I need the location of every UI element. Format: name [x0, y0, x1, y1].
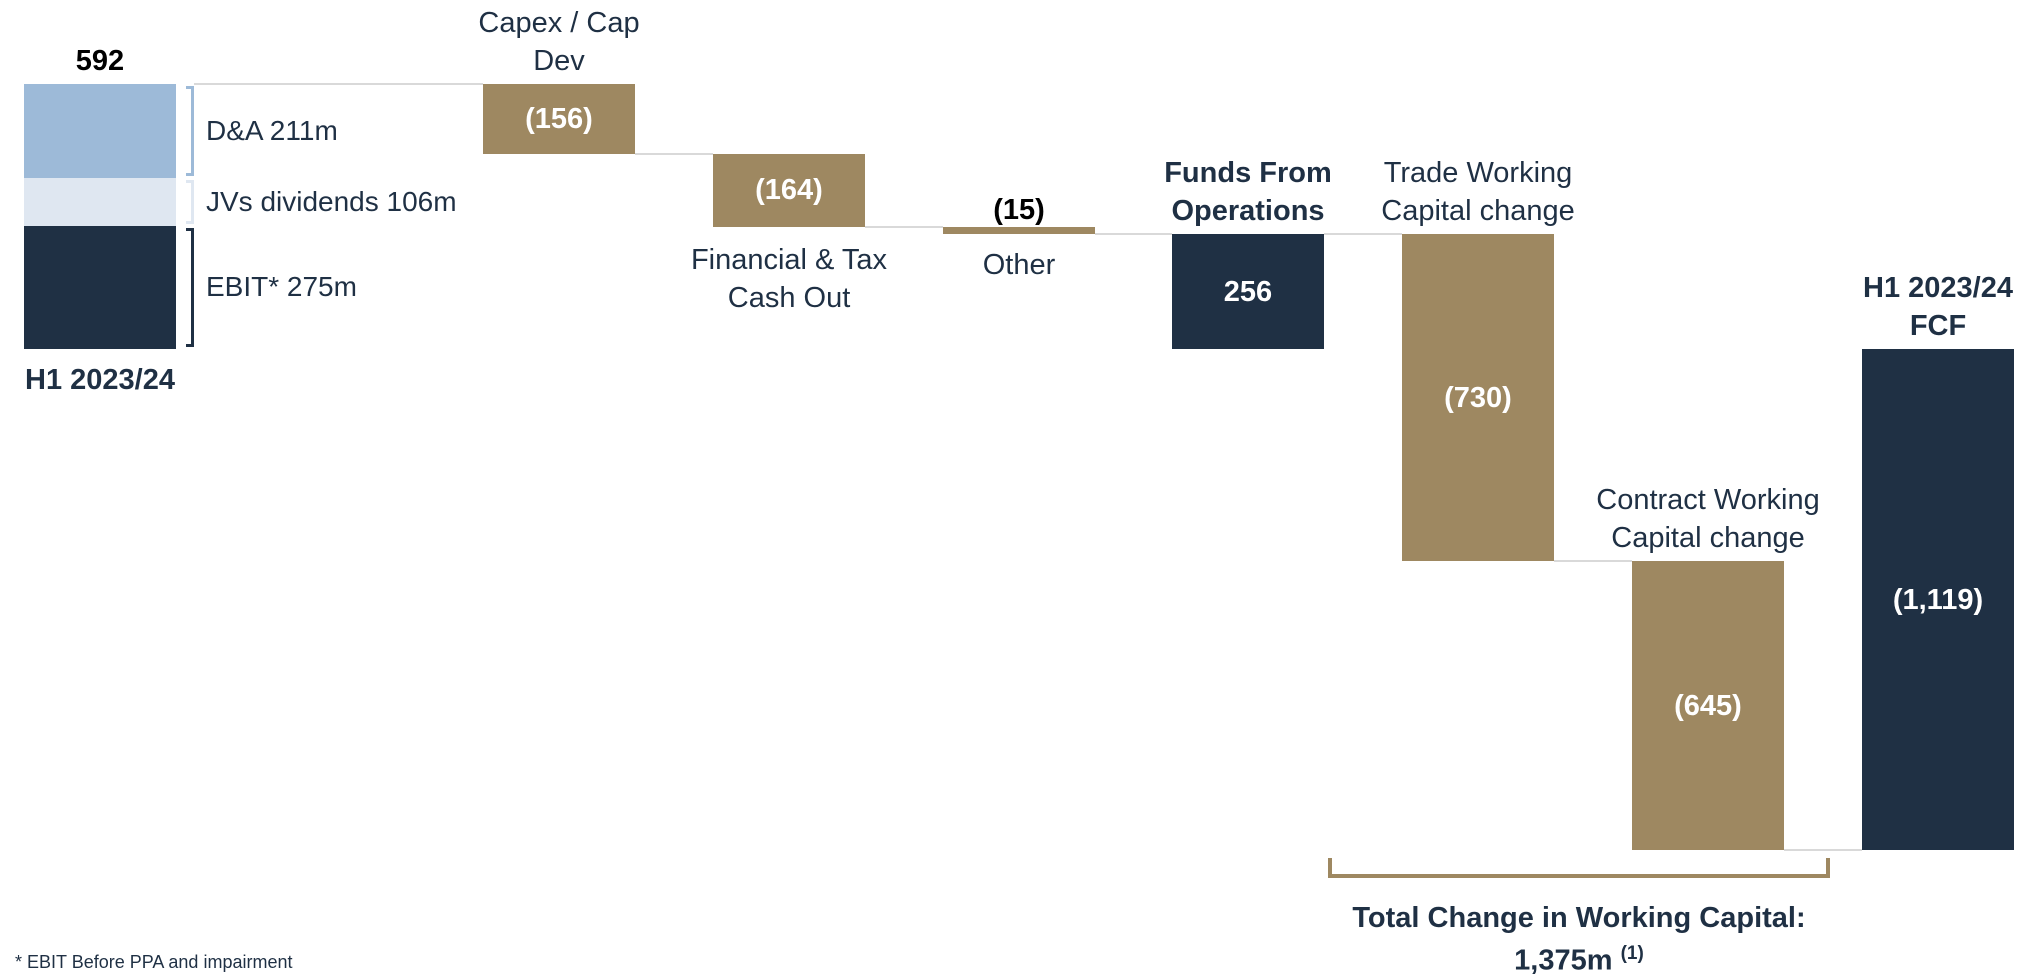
annotation: Total Change in Working Capital: 1,375m … [1349, 900, 1809, 979]
segment-label: D&A 211m [206, 115, 338, 147]
connector [865, 226, 943, 229]
annotation-text: Total Change in Working Capital: 1,375m [1352, 902, 1806, 977]
category-label: Capex / Cap Dev [478, 6, 640, 77]
value-label: 592 [75, 44, 125, 77]
bar [943, 227, 1095, 234]
category-label: H1 2023/24 [25, 364, 175, 396]
bar [1862, 349, 2014, 851]
segment-label: JVs dividends 106m [206, 186, 457, 218]
connector [1784, 849, 1862, 852]
category-label: Financial & Tax Cash Out [690, 244, 888, 315]
segment-bracket [186, 227, 194, 347]
category-label: Trade Working Capital change [1381, 157, 1575, 228]
category-label: Funds From Operations [1164, 157, 1332, 228]
connector [635, 152, 713, 155]
annotation-ref: (1) [1620, 943, 1644, 964]
segment [24, 178, 176, 226]
connector [1095, 232, 1172, 235]
connector [1554, 560, 1632, 563]
bar [483, 83, 635, 154]
segment [24, 83, 176, 179]
value-label: (1,119) [1892, 583, 1984, 616]
category-label: H1 2023/24 FCF [1863, 272, 2013, 342]
category-label: Contract Working Capital change [1596, 484, 1820, 555]
value-label: (164) [755, 174, 823, 207]
value-label: (15) [993, 194, 1045, 227]
footnote: * EBIT Before PPA and impairment [15, 952, 293, 972]
connector [194, 82, 483, 85]
segment-bracket [186, 85, 194, 177]
value-label: (156) [525, 102, 593, 135]
segment-bracket [186, 180, 194, 224]
bar [24, 84, 176, 349]
segment-label: EBIT* 275m [206, 271, 357, 303]
category-label: Other [982, 248, 1056, 281]
value-label: (645) [1674, 689, 1742, 722]
segment [24, 225, 176, 349]
value-label: 256 [1223, 275, 1273, 308]
bar [1402, 234, 1554, 562]
bar [1172, 234, 1324, 349]
connector [1324, 233, 1402, 236]
bracket [1328, 858, 1830, 878]
bar [713, 153, 865, 228]
value-label: (730) [1444, 381, 1512, 414]
bar [1632, 561, 1784, 851]
